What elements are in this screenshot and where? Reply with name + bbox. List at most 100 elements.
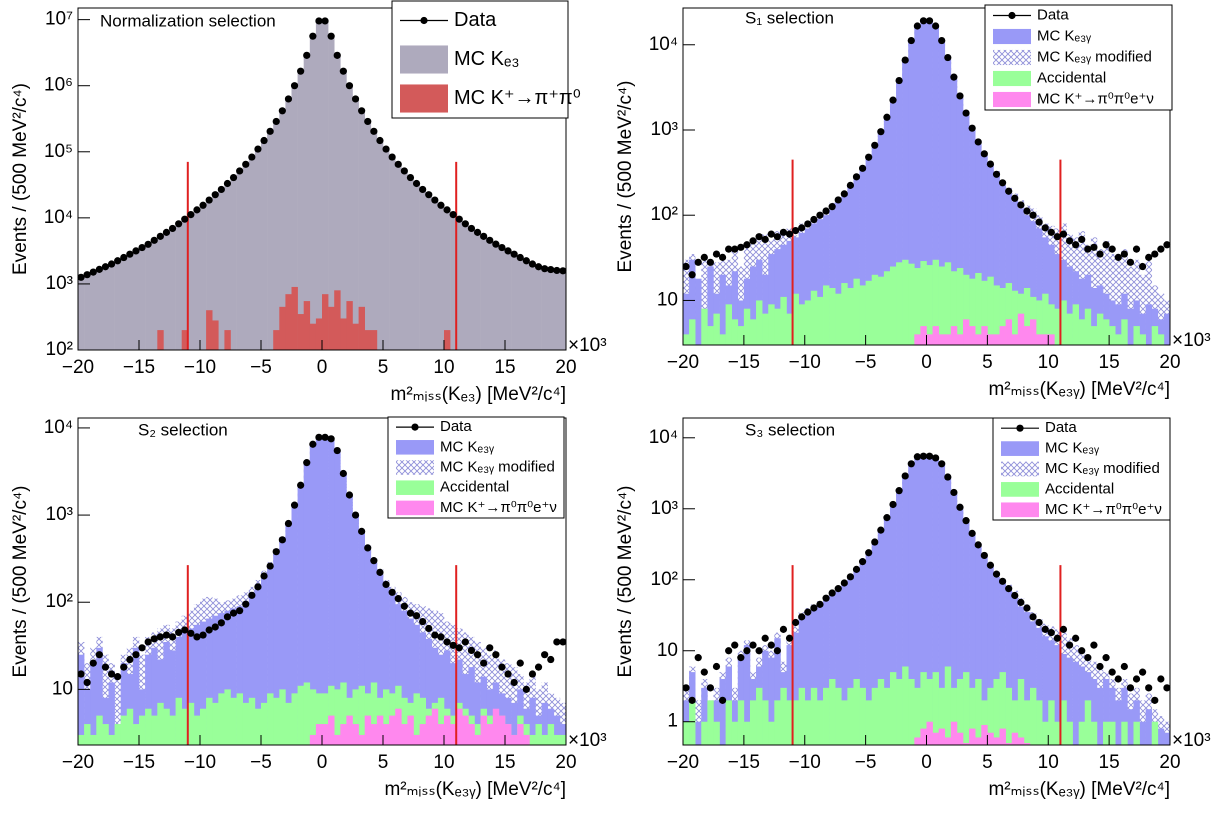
histogram-bar (1157, 293, 1165, 345)
x-axis-label: m²ₘᵢₛₛ(Kₑ₃ᵧ) [MeV²/c⁴] (988, 779, 1170, 800)
histogram-bar (1066, 313, 1073, 345)
histogram-bar (847, 578, 854, 745)
histogram-bar (871, 687, 879, 745)
histogram-bar (1048, 700, 1055, 745)
histogram-bar (737, 300, 745, 345)
data-point (877, 128, 885, 136)
data-point (309, 32, 317, 40)
data-point (303, 51, 311, 59)
histogram-bar (206, 618, 213, 745)
histogram-bar (938, 728, 946, 745)
histogram-bar (279, 539, 286, 745)
histogram-bar (841, 196, 848, 345)
histogram-bar (1103, 293, 1110, 345)
histogram-bar (956, 732, 964, 745)
data-point (107, 670, 116, 678)
data-point (309, 440, 317, 448)
data-point (260, 572, 268, 580)
data-point (181, 626, 189, 634)
x-tick-label: −5 (855, 752, 877, 773)
data-point (682, 262, 690, 271)
data-point (779, 228, 788, 236)
histogram-bar (737, 326, 745, 345)
data-point (767, 230, 775, 238)
histogram-bar (792, 293, 799, 345)
histogram-bar (975, 737, 982, 745)
y-axis-label: Events / (500 MeV²/c⁴) (10, 83, 31, 275)
histogram-bar (816, 296, 824, 345)
histogram-bar (762, 274, 769, 345)
histogram-bar (90, 663, 97, 745)
histogram-bar (145, 244, 152, 350)
histogram-bar (950, 271, 958, 345)
legend-swatch (993, 70, 1031, 87)
histogram-bar (389, 157, 396, 350)
data-point (278, 536, 286, 544)
histogram-bar (468, 228, 475, 350)
histogram-bar (1054, 721, 1061, 745)
histogram-bar (90, 734, 97, 745)
data-point (907, 460, 915, 468)
data-point (412, 612, 421, 620)
histogram-bar (877, 133, 885, 345)
data-point (425, 191, 433, 199)
histogram-bar (956, 268, 964, 345)
x-tick-label: −20 (667, 752, 699, 773)
x-tick-label: 0 (921, 352, 932, 373)
histogram-bar (743, 721, 751, 745)
histogram-bar (230, 608, 237, 745)
histogram-bar (938, 41, 946, 346)
x-multiplier: ×10³ (1172, 330, 1211, 351)
histogram-bar (993, 737, 1000, 745)
data-point (175, 628, 183, 637)
histogram-bar (841, 700, 848, 745)
histogram-bar (810, 687, 818, 745)
histogram-bar (523, 734, 530, 745)
histogram-bar (291, 505, 298, 745)
data-point (126, 655, 134, 664)
histogram-bar (529, 264, 536, 350)
histogram-bar (261, 702, 268, 745)
histogram-bar (315, 318, 323, 350)
x-tick-label: 0 (921, 752, 932, 773)
histogram-bar (474, 724, 481, 745)
data-point (998, 577, 1007, 585)
histogram-bar (303, 682, 311, 745)
histogram-bar (175, 636, 182, 745)
histogram-bar (1005, 687, 1013, 745)
histogram-bar (743, 308, 751, 345)
histogram-bar (224, 183, 231, 350)
histogram-bar (346, 301, 353, 350)
histogram-bar (559, 734, 567, 745)
histogram-bar (529, 734, 536, 745)
histogram-bar (120, 257, 128, 350)
y-axis-label: Events / (500 MeV²/c⁴) (615, 81, 636, 273)
histogram-bar (896, 82, 903, 345)
histogram-bar (829, 595, 836, 745)
histogram-bar (987, 334, 994, 345)
histogram-bar (395, 164, 402, 350)
histogram-bar (163, 708, 170, 745)
histogram-bar (999, 583, 1006, 745)
histogram-bar (987, 567, 994, 745)
data-point (455, 215, 463, 223)
histogram-bar (914, 737, 921, 745)
histogram-bar (78, 654, 85, 745)
data-point (1132, 675, 1141, 683)
histogram-bar (683, 721, 690, 745)
histogram-bar (187, 628, 195, 745)
data-point (694, 654, 702, 662)
data-point (327, 435, 335, 443)
histogram-bar (926, 721, 933, 745)
histogram-bar (340, 71, 347, 350)
histogram-bar (444, 715, 451, 745)
histogram-bar (999, 672, 1006, 745)
histogram-bar (1048, 304, 1055, 345)
histogram-bar (486, 724, 494, 745)
histogram-bar (932, 27, 939, 346)
data-point (992, 170, 1001, 178)
histogram-bar (987, 687, 994, 745)
data-point (1059, 230, 1068, 238)
data-point (1084, 654, 1092, 662)
